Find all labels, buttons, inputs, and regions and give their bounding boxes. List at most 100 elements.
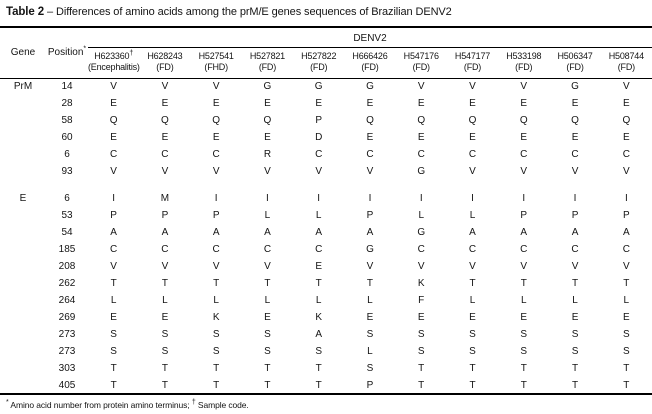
amino-acid-cell: I (214, 193, 218, 204)
amino-acid-cell: E (161, 132, 169, 143)
sample-type: (FD) (515, 61, 533, 72)
sample-type: (FD) (412, 61, 430, 72)
position-value: 273 (58, 329, 76, 340)
amino-acid-cell: L (213, 295, 219, 306)
gene-label (0, 129, 46, 146)
table-row: 405 T T T T T P T T T T T (0, 377, 652, 394)
amino-acid-cell: P (212, 210, 220, 221)
amino-acid-cell: T (161, 278, 168, 289)
position-value: 264 (58, 295, 76, 306)
amino-acid-cell: S (571, 346, 579, 357)
amino-acid-cell: V (520, 166, 528, 177)
footnote-text-2: Sample code. (195, 400, 249, 410)
amino-acid-cell: V (622, 261, 630, 272)
sample-type: (FD) (258, 61, 277, 72)
amino-acid-cell: E (469, 98, 476, 109)
position-column-header: Position* (46, 27, 88, 79)
amino-acid-cell: V (469, 166, 476, 177)
amino-acid-cell: A (520, 227, 528, 238)
amino-acid-cell: S (417, 329, 425, 340)
amino-acid-cell: E (417, 98, 425, 109)
amino-acid-cell: T (110, 379, 117, 391)
column-header-H547177: H547177 (FD) (446, 47, 499, 79)
amino-acid-cell: C (622, 244, 630, 255)
sample-id: H623360† (94, 49, 134, 61)
amino-acid-cell: V (212, 166, 220, 177)
amino-acid-cell: T (110, 278, 117, 289)
amino-acid-cell: S (161, 346, 169, 357)
amino-acid-cell: I (573, 193, 577, 204)
position-value: 262 (58, 278, 76, 289)
amino-acid-cell: E (161, 312, 169, 323)
amino-acid-cell: Q (366, 115, 374, 126)
column-header-H666426: H666426 (FD) (344, 47, 396, 79)
amino-acid-cell: C (571, 244, 579, 255)
footnote-text-1: Amino acid number from protein amino ter… (8, 400, 192, 410)
amino-acid-cell: E (110, 98, 117, 109)
amino-acid-cell: T (264, 363, 271, 374)
amino-acid-cell: S (520, 346, 528, 357)
amino-acid-cell: C (212, 149, 220, 160)
amino-acid-cell: S (264, 346, 271, 357)
amino-acid-cell: E (110, 312, 117, 323)
amino-acid-cell: S (469, 346, 476, 357)
amino-acid-cell: T (520, 379, 527, 391)
amino-acid-cell: C (520, 149, 528, 160)
sample-type: (FD) (156, 61, 174, 72)
amino-acid-cell: G (366, 81, 374, 93)
amino-acid-cell: V (520, 261, 528, 272)
amino-acid-cell: L (520, 295, 527, 306)
amino-acid-cell: E (622, 98, 630, 109)
table-title-text: – Differences of amino acids among the p… (47, 6, 452, 18)
amino-acid-cell: S (110, 329, 117, 340)
amino-acid-cell: A (469, 227, 476, 238)
amino-acid-cell: I (317, 193, 321, 204)
sample-code-mark: † (129, 49, 134, 57)
amino-acid-cell: M (160, 193, 170, 204)
position-value: 273 (58, 346, 76, 357)
gene-label (0, 241, 46, 258)
position-value: 269 (58, 312, 76, 323)
amino-acid-cell: P (366, 210, 374, 221)
amino-acid-cell: Q (571, 115, 579, 126)
amino-acid-cell: Q (417, 115, 426, 126)
amino-acid-cell: T (264, 278, 271, 289)
amino-acid-cell: P (622, 210, 630, 221)
amino-acid-cell: S (622, 346, 630, 357)
amino-acid-cell: V (469, 261, 476, 272)
amino-acid-cell: P (161, 210, 169, 221)
amino-acid-cell: E (571, 98, 579, 109)
amino-acid-cell: Q (519, 115, 528, 126)
amino-acid-table: Gene Position* DENV2 H623360† (Encephalit… (0, 26, 652, 395)
column-header-H623360: H623360† (Encephalitis) (88, 47, 140, 79)
amino-acid-cell: L (469, 295, 476, 306)
amino-acid-cell: T (315, 278, 322, 289)
amino-acid-cell: T (213, 379, 220, 391)
sample-id: H533198 (506, 50, 542, 61)
amino-acid-cell: T (571, 379, 579, 391)
amino-acid-cell: P (110, 210, 117, 221)
column-header-H527541: H527541 (FHD) (190, 47, 242, 79)
amino-acid-cell: T (571, 278, 579, 289)
table-row: 60 E E E E D E E E E E E (0, 129, 652, 146)
table-row: E 6 I M I I I I I I I I I (0, 190, 652, 207)
amino-acid-cell: A (315, 227, 323, 238)
amino-acid-cell: F (418, 295, 425, 306)
position-footnote-mark: * (83, 45, 87, 53)
amino-acid-cell: T (418, 379, 425, 391)
amino-acid-cell: Q (263, 115, 272, 126)
amino-acid-cell: C (366, 149, 374, 160)
amino-acid-cell: I (522, 193, 526, 204)
amino-acid-cell: V (161, 81, 169, 93)
sample-id: H547177 (454, 50, 491, 61)
amino-acid-cell: V (110, 81, 117, 93)
gene-label (0, 207, 46, 224)
amino-acid-cell: Q (468, 115, 477, 126)
sample-type: (FD) (361, 61, 379, 72)
gene-label (0, 360, 46, 377)
amino-acid-cell: T (623, 363, 630, 374)
amino-acid-cell: K (212, 312, 220, 323)
amino-acid-cell: I (471, 193, 474, 204)
amino-acid-cell: S (571, 329, 579, 340)
amino-acid-cell: V (161, 261, 169, 272)
